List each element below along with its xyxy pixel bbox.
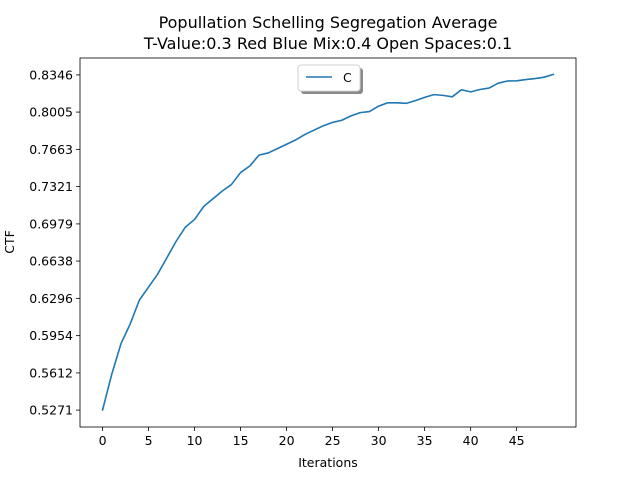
series-line-c [101,73,555,411]
legend-box [297,64,361,92]
y-tick-label: 0.6638 [29,254,73,269]
x-tick-label: 35 [417,433,433,448]
x-axis-ticks: 0 5 10 15 20 25 30 35 40 45 [99,427,525,448]
chart-title-line2: T-Value:0.3 Red Blue Mix:0.4 Open Spaces… [143,34,512,53]
x-tick-label: 5 [145,433,153,448]
plot-area [101,73,555,411]
x-tick-label: 10 [187,433,203,448]
y-tick-label: 0.8346 [29,67,73,82]
y-tick-label: 0.7663 [29,142,73,157]
x-tick-label: 0 [99,433,107,448]
x-tick-label: 45 [509,433,525,448]
x-tick-label: 30 [371,433,387,448]
y-tick-label: 0.7321 [29,179,73,194]
x-axis-label: Iterations [298,455,358,470]
y-tick-label: 0.5954 [29,328,73,343]
y-tick-label: 0.6979 [29,216,73,231]
plot-frame [79,57,577,428]
y-tick-label: 0.5271 [29,403,73,418]
legend-label-c: C [343,70,352,85]
y-tick-label: 0.5612 [29,365,73,380]
x-tick-label: 15 [233,433,249,448]
y-axis-ticks: 0.5271 0.5612 0.5954 0.6296 0.6638 0.6979 0.73… [29,67,80,418]
y-tick-label: 0.6296 [29,291,73,306]
x-tick-label: 20 [279,433,295,448]
legend: C [297,64,363,94]
y-tick-label: 0.8005 [29,105,73,120]
x-tick-label: 40 [463,433,479,448]
x-tick-label: 25 [325,433,341,448]
chart-title-line1: Popullation Schelling Segregation Averag… [159,13,498,32]
y-axis-label: CTF [2,230,17,254]
